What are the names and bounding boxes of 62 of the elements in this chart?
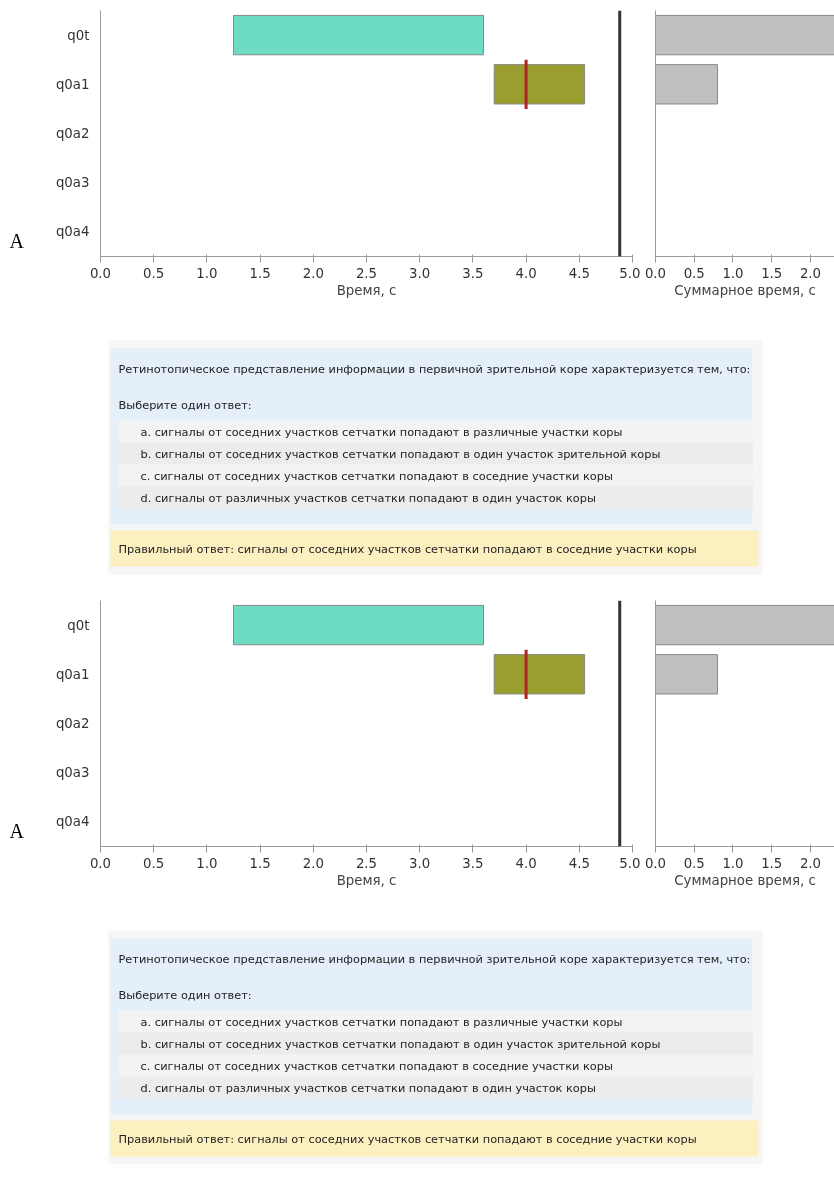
text: b. сигналы от соседних участков сетчатки попадают в один участок зрительной коры [140,1036,661,1051]
x-tick-label: 1.0 [722,855,744,871]
x-axis-title: Время, с [336,282,397,298]
x-tick-label: 0.0 [644,855,667,871]
x-tick-label: 2.0 [799,855,822,871]
x-tick-label: 2.5 [355,855,378,871]
y-tick-label: q0a2 [55,126,90,141]
text: d. сигналы от различных участков сетчатки попадают в один участок коры [140,1080,596,1095]
y-tick-label: q0t [67,617,90,633]
text: d. сигналы от различных участков сетчатки попадают в один участок коры [140,490,596,505]
x-tick-label: 4.5 [568,265,590,281]
y-tick-label: q0a3 [55,175,90,191]
text: A [9,229,25,252]
x-tick-label: 2.5 [355,265,378,281]
x-tick-label: 4.0 [515,265,537,281]
x-tick-label: 1.5 [761,855,783,871]
y-tick-label: q0a2 [55,716,90,731]
x-axis-title: Суммарное время, с [674,282,816,298]
x-tick-label: 0.5 [683,265,705,281]
x-tick-label: 5.0 [619,265,641,281]
x-axis-title: Время, с [336,872,397,888]
x-tick-label: 3.5 [462,265,484,281]
text: a. сигналы от соседних участков сетчатки попадают в различные участки коры [140,1014,623,1029]
text: Выберите один ответ: [118,397,252,412]
y-tick-label: q0a1 [55,666,90,682]
text: Ретинотопическое представление информации в первичной зрительной коре характеризуется тем, что: [118,361,751,376]
x-tick-label: 1.0 [196,265,218,281]
text: b. сигналы от соседних участков сетчатки попадают в один участок зрительной коры [140,446,661,461]
x-axis-title: Суммарное время, с [674,872,816,888]
y-tick-label: q0a1 [55,76,90,92]
y-tick-label: q0a3 [55,765,90,781]
x-tick-label: 1.5 [249,265,271,281]
text: Правильный ответ: сигналы от соседних участков сетчатки попадают в соседние участки коры [118,541,697,556]
x-tick-label: 1.5 [249,855,271,871]
text: A [9,819,25,842]
x-tick-label: 0.5 [143,265,165,281]
x-tick-label: 2.0 [302,265,324,281]
x-tick-label: 2.0 [799,265,822,281]
x-tick-label: 3.0 [409,855,431,871]
text: Выберите один ответ: [118,987,252,1002]
text: Правильный ответ: сигналы от соседних участков сетчатки попадают в соседние участки коры [118,1131,697,1146]
x-tick-label: 0.5 [143,855,165,871]
x-tick-label: 1.5 [761,265,783,281]
x-tick-label: 4.5 [568,855,590,871]
y-tick-label: q0a4 [55,814,90,830]
x-tick-label: 1.0 [722,265,744,281]
x-tick-label: 2.0 [302,855,324,871]
x-tick-label: 4.0 [515,855,537,871]
x-tick-label: 0.0 [89,265,112,281]
text: Ретинотопическое представление информации в первичной зрительной коре характеризуется тем, что: [118,951,751,966]
text: c. сигналы от соседних участков сетчатки попадают в соседние участки коры [140,1058,613,1073]
x-tick-label: 5.0 [619,855,641,871]
text: c. сигналы от соседних участков сетчатки попадают в соседние участки коры [140,468,613,483]
y-tick-label: q0t [67,27,90,43]
x-tick-label: 0.0 [89,855,112,871]
x-tick-label: 3.5 [462,855,484,871]
y-tick-label: q0a4 [55,224,90,240]
x-tick-label: 0.5 [683,855,705,871]
text: a. сигналы от соседних участков сетчатки попадают в различные участки коры [140,424,623,439]
x-tick-label: 1.0 [196,855,218,871]
x-tick-label: 3.0 [409,265,431,281]
x-tick-label: 0.0 [644,265,667,281]
